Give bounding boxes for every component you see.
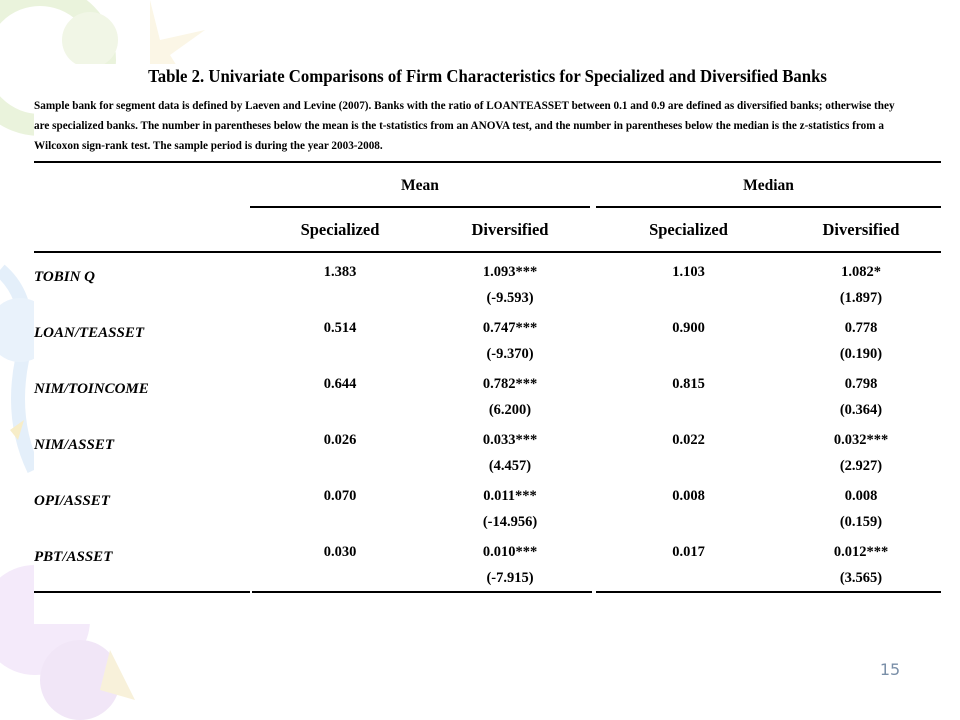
table-cell-med-spec: 0.017 xyxy=(672,544,705,560)
table-cell-med-spec: 0.022 xyxy=(672,432,705,448)
table-cell-mean-stat: (6.200) xyxy=(488,402,532,418)
table-cell-med-div: 0.798 xyxy=(844,376,878,392)
table-cell-mean-div: 0.010*** xyxy=(482,544,538,560)
row-label: OPI/ASSET xyxy=(34,493,110,509)
table-cell-med-stat: (0.190) xyxy=(839,346,883,362)
table-bottom-rule-3 xyxy=(596,591,941,593)
row-label: TOBIN Q xyxy=(34,269,95,285)
table-cell-med-stat: (2.927) xyxy=(839,458,883,474)
group-header-median: Median xyxy=(743,177,794,194)
table-cell-mean-spec: 1.383 xyxy=(323,264,357,280)
table-cell-mean-spec: 0.514 xyxy=(323,320,357,336)
description-line: Sample bank for segment data is defined … xyxy=(34,100,895,112)
table-cell-med-stat: (0.159) xyxy=(839,514,883,530)
row-label: NIM/TOINCOME xyxy=(34,381,149,397)
group-underline-median xyxy=(596,206,941,208)
description-line: are specialized banks. The number in par… xyxy=(34,120,884,132)
page-number: 15 xyxy=(879,660,901,679)
table-title: Table 2. Univariate Comparisons of Firm … xyxy=(148,66,827,86)
table-cell-mean-div: 0.747*** xyxy=(482,320,538,336)
table-cell-med-div: 0.012*** xyxy=(833,544,889,560)
table-cell-mean-div: 1.093*** xyxy=(482,264,538,280)
table-cell-mean-stat: (-9.370) xyxy=(486,346,534,362)
table-cell-med-spec: 0.815 xyxy=(672,376,705,392)
table-cell-mean-div: 0.033*** xyxy=(482,432,538,448)
table-cell-mean-stat: (-7.915) xyxy=(486,570,534,586)
table-cell-mean-spec: 0.070 xyxy=(323,488,357,504)
table-description: Sample bank for segment data is defined … xyxy=(34,96,939,156)
description-line: Wilcoxon sign-rank test. The sample peri… xyxy=(34,140,383,152)
header-bottom-rule xyxy=(34,251,941,253)
table-cell-mean-stat: (4.457) xyxy=(488,458,532,474)
table-cell-mean-div: 0.782*** xyxy=(482,376,538,392)
row-label: PBT/ASSET xyxy=(34,549,113,565)
table-cell-mean-spec: 0.026 xyxy=(323,432,357,448)
table-cell-med-spec: 1.103 xyxy=(672,264,705,280)
table-cell-med-stat: (1.897) xyxy=(839,290,883,306)
table-cell-med-div: 0.008 xyxy=(844,488,878,504)
table-cell-med-stat: (0.364) xyxy=(839,402,883,418)
column-header-median-specialized: Specialized xyxy=(649,220,728,239)
table-cell-med-div: 0.032*** xyxy=(833,432,889,448)
table-cell-mean-stat: (-9.593) xyxy=(486,290,534,306)
table-cell-med-spec: 0.900 xyxy=(672,320,705,336)
table-cell-mean-spec: 0.030 xyxy=(323,544,357,560)
table-cell-med-div: 1.082* xyxy=(841,264,881,280)
table-bottom-rule-1 xyxy=(34,591,250,593)
column-header-mean-diversified: Diversified xyxy=(471,220,549,239)
table-cell-med-spec: 0.008 xyxy=(672,488,705,504)
group-underline-mean xyxy=(250,206,590,208)
table-cell-med-stat: (3.565) xyxy=(839,570,883,586)
table-cell-mean-spec: 0.644 xyxy=(323,376,357,392)
column-header-median-diversified: Diversified xyxy=(822,220,900,239)
row-label: NIM/ASSET xyxy=(34,437,115,453)
column-header-mean-specialized: Specialized xyxy=(300,220,380,239)
table-cell-mean-stat: (-14.956) xyxy=(482,514,538,530)
table-cell-med-div: 0.778 xyxy=(844,320,878,336)
row-label: LOAN/TEASSET xyxy=(34,325,145,341)
table-cell-mean-div: 0.011*** xyxy=(483,488,537,504)
group-header-mean: Mean xyxy=(401,177,439,194)
table-top-rule xyxy=(34,161,941,163)
table-bottom-rule-2 xyxy=(252,591,592,593)
table-panel: Table 2. Univariate Comparisons of Firm … xyxy=(34,64,941,624)
